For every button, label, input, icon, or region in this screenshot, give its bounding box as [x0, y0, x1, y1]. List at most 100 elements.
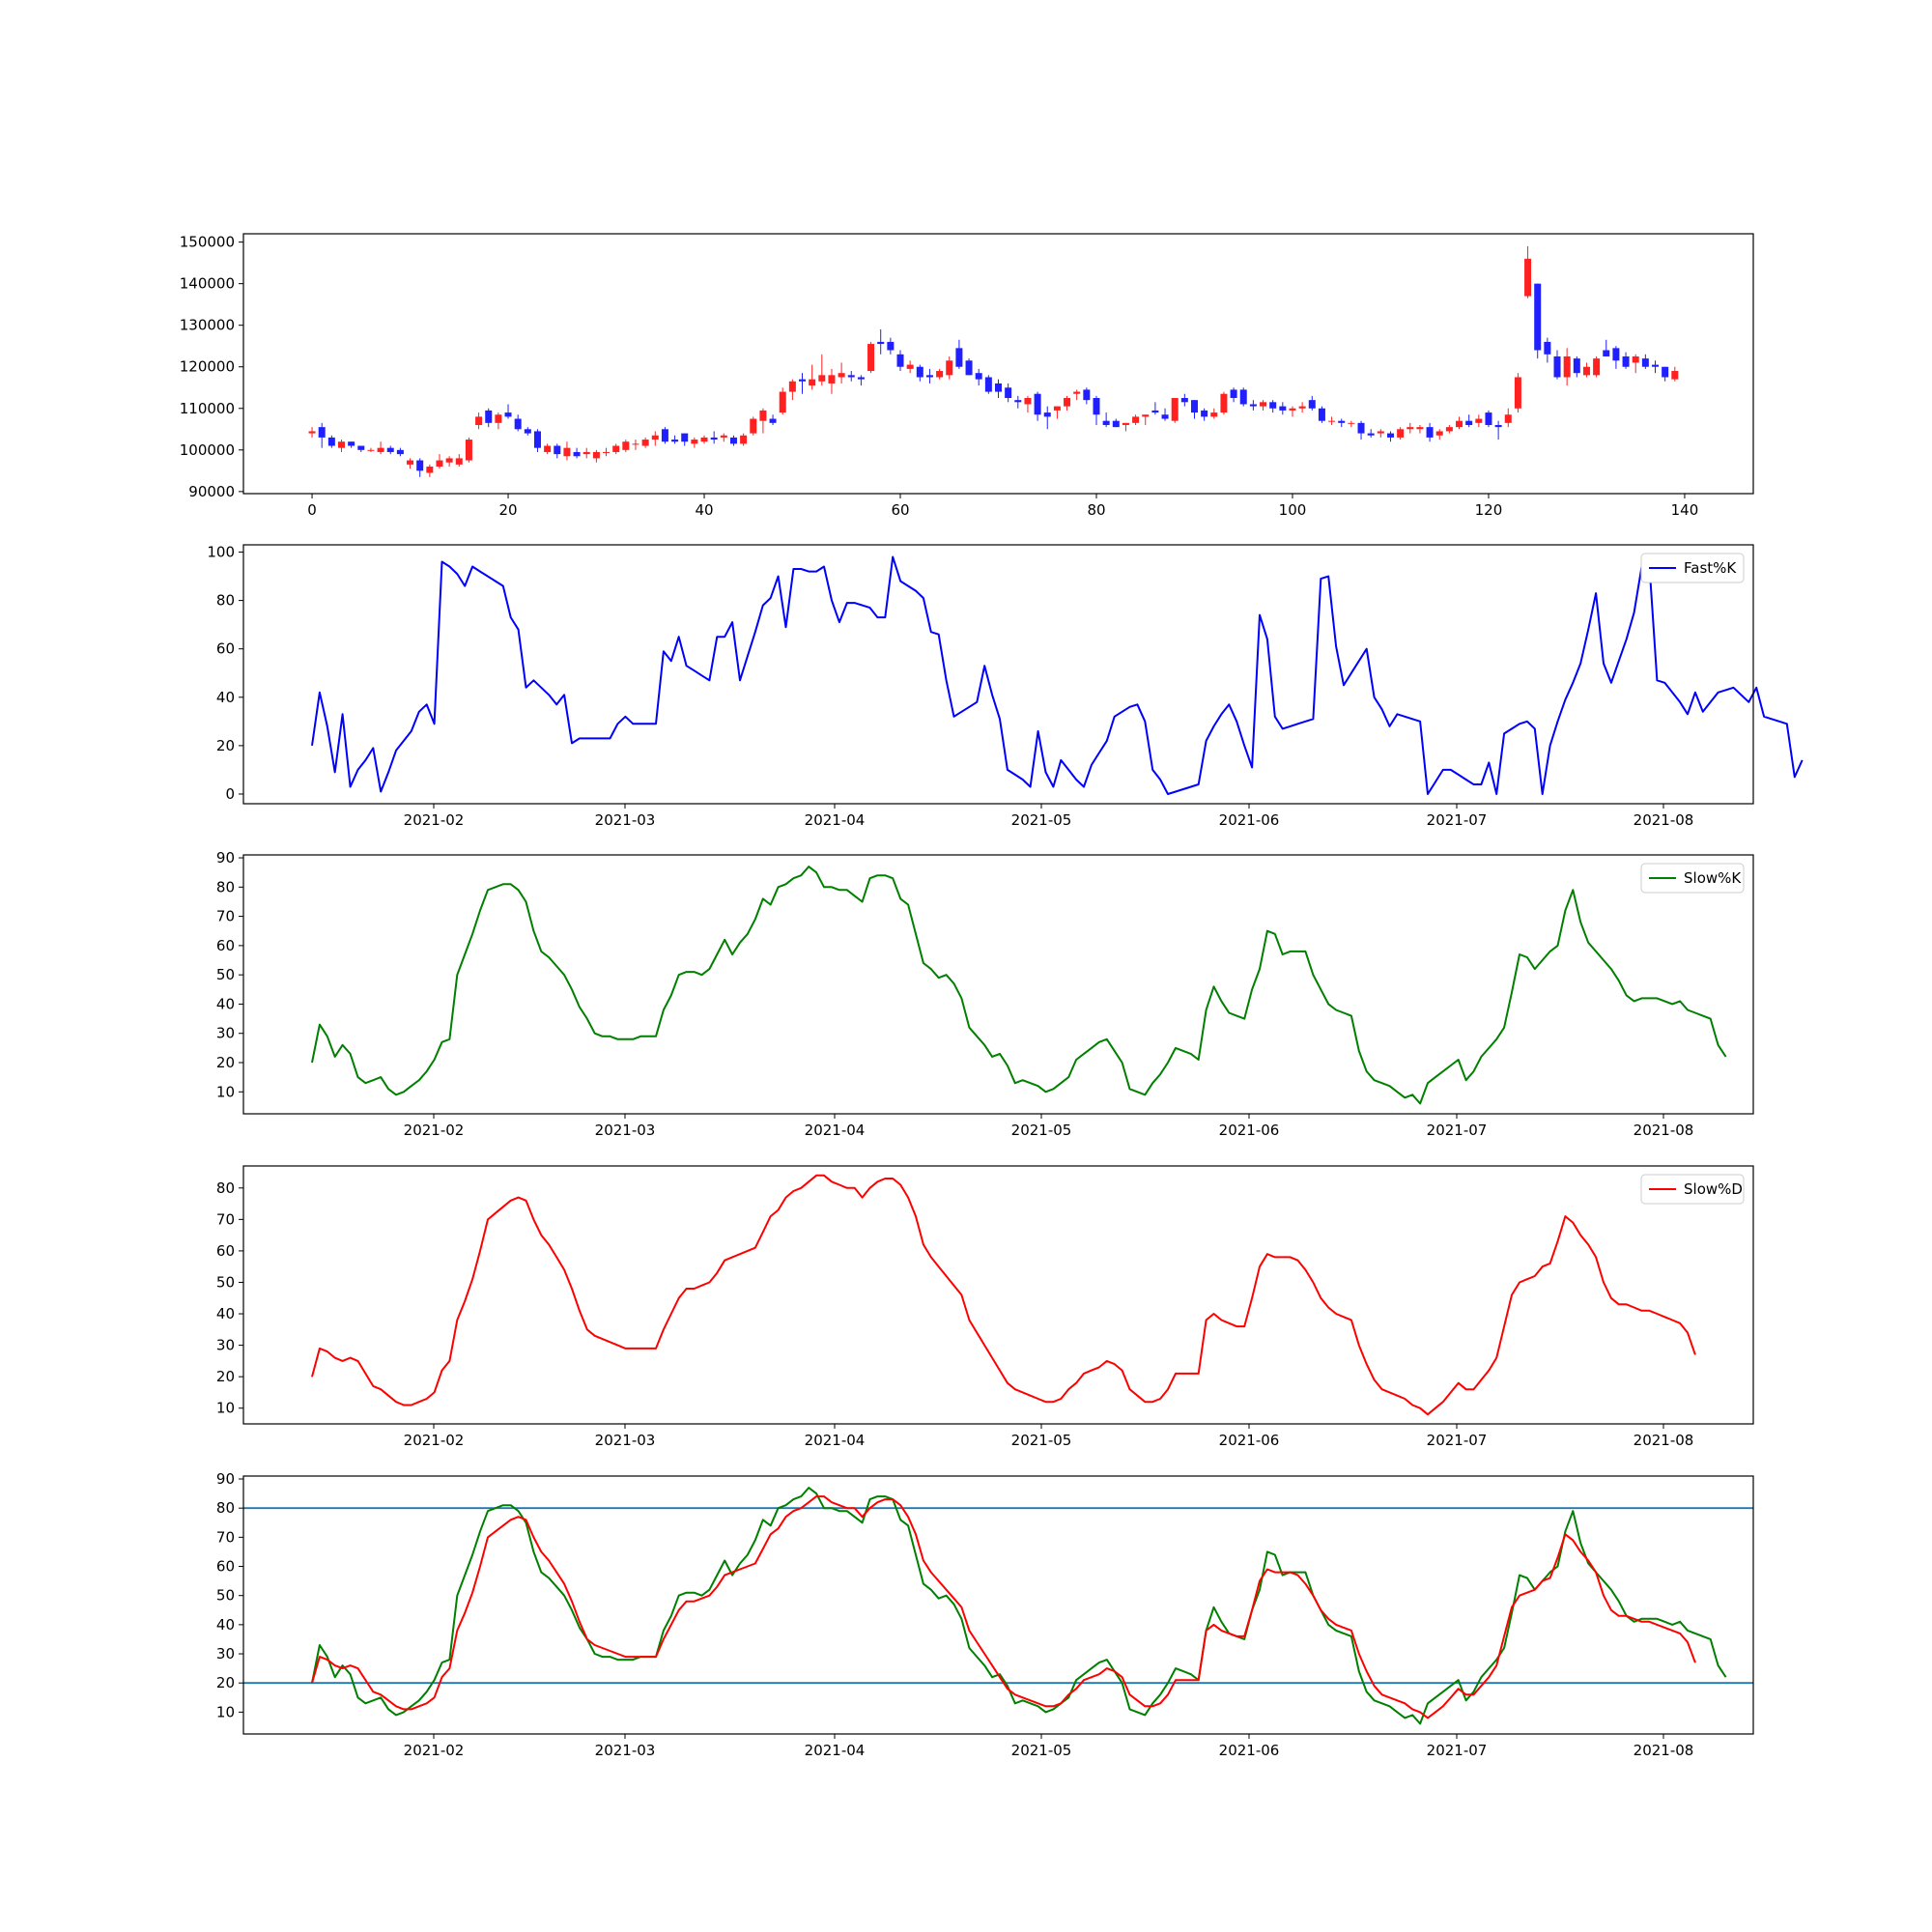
- slow-k-panel: 2021-02 2021-03 2021-04 2021-05 2021-06 2021-…: [216, 849, 1754, 1139]
- candle-body: [661, 429, 668, 442]
- candle-body: [592, 451, 600, 459]
- candle-body: [651, 435, 659, 440]
- candle-body: [936, 371, 944, 378]
- slow-d-panel: 2021-02 2021-03 2021-04 2021-05 2021-06 2021-…: [216, 1165, 1754, 1449]
- candle-body: [759, 410, 767, 421]
- candle-body: [1563, 355, 1571, 378]
- candle-body: [671, 440, 679, 442]
- axes-frame: [242, 544, 1754, 805]
- candle-body: [1014, 400, 1022, 403]
- candle-body: [1544, 341, 1551, 355]
- y-tick-label: 10: [216, 1400, 235, 1417]
- candle-body: [720, 435, 727, 438]
- legend-label: Slow%K: [1684, 869, 1742, 887]
- candle-body: [779, 391, 786, 413]
- y-tick-label: 130000: [180, 317, 235, 334]
- candle-body: [896, 354, 904, 367]
- candle-body: [740, 435, 748, 444]
- x-tick-label: 40: [695, 501, 713, 519]
- y-tick-label: 100000: [180, 441, 235, 459]
- candle-body: [788, 381, 796, 392]
- candle-body: [1269, 402, 1277, 409]
- candle-body: [916, 366, 923, 378]
- candle-body: [1210, 412, 1218, 417]
- candle-body: [1024, 398, 1032, 405]
- x-tick-label: 2021-05: [1011, 1432, 1072, 1449]
- candle-body: [681, 433, 689, 442]
- candle-body: [1475, 418, 1483, 423]
- candle-body: [1553, 355, 1561, 378]
- candle-body: [867, 344, 875, 372]
- y-tick-label: 140000: [180, 275, 235, 293]
- candle-body: [367, 449, 375, 451]
- candle-body: [308, 431, 316, 434]
- y-tick-label: 60: [216, 937, 235, 954]
- candle-body: [1083, 389, 1091, 401]
- candle-body: [563, 447, 571, 457]
- y-tick-label: 50: [216, 966, 235, 983]
- candle-body: [426, 467, 434, 473]
- candle-body: [1064, 398, 1071, 407]
- candle-body: [1514, 377, 1521, 409]
- candle-body: [838, 373, 845, 378]
- candle-body: [396, 449, 404, 455]
- candle-body: [750, 418, 757, 434]
- candle-body: [1377, 431, 1384, 434]
- y-tick-label: 20: [216, 1054, 235, 1071]
- candle-body: [1426, 427, 1434, 438]
- axes-frame: [242, 233, 1754, 495]
- candle-body: [357, 445, 365, 450]
- candle-body: [436, 460, 443, 468]
- candle-body: [1112, 420, 1120, 428]
- y-tick-label: 40: [216, 995, 235, 1012]
- y-tick-label: 30: [216, 1645, 235, 1662]
- candle-body: [1053, 406, 1061, 411]
- candle-body: [1494, 424, 1502, 428]
- candle-body: [769, 418, 777, 423]
- candle-body: [1465, 420, 1473, 425]
- candle-body: [955, 348, 963, 367]
- x-tick-label: 20: [498, 501, 517, 519]
- y-tick-label: 20: [216, 737, 235, 754]
- candle-body: [514, 418, 522, 430]
- candle-body: [1220, 393, 1228, 413]
- candle-body: [809, 379, 816, 386]
- candle-body: [887, 341, 895, 351]
- y-tick-label: 30: [216, 1337, 235, 1354]
- legend-box: [1640, 863, 1745, 894]
- candle-body: [710, 437, 718, 440]
- candle-body: [1435, 431, 1443, 436]
- candle-body: [877, 341, 885, 345]
- x-tick-label: 2021-03: [595, 1432, 656, 1449]
- candle-body: [818, 375, 826, 382]
- y-tick-label: 80: [216, 592, 235, 610]
- x-tick-label: 2021-03: [595, 811, 656, 829]
- x-tick-label: 0: [307, 501, 317, 519]
- candle-body: [1093, 398, 1100, 415]
- candle-body: [1043, 412, 1051, 417]
- candle-body: [524, 429, 531, 434]
- series-line-slow-pct-d: [311, 1495, 1696, 1719]
- x-tick-label: 2021-05: [1011, 1122, 1072, 1139]
- x-tick-label: 2021-07: [1427, 1122, 1488, 1139]
- candle-body: [455, 458, 463, 465]
- candle-body: [1034, 393, 1041, 415]
- y-tick-label: 80: [216, 878, 235, 895]
- legend-label: Fast%K: [1684, 559, 1737, 577]
- candle-body: [348, 441, 355, 446]
- candle-body: [995, 383, 1002, 392]
- candle-body: [1603, 350, 1610, 356]
- candle-body: [641, 440, 649, 446]
- candle-body: [857, 377, 865, 380]
- candle-body: [1260, 402, 1267, 407]
- candle-body: [975, 373, 982, 380]
- x-tick-label: 2021-02: [404, 1122, 465, 1139]
- candle-body: [1151, 410, 1159, 413]
- candle-body: [554, 445, 561, 455]
- candle-body: [1073, 391, 1081, 394]
- y-tick-label: 70: [216, 1528, 235, 1546]
- x-tick-label: 2021-06: [1219, 1742, 1280, 1759]
- y-tick-label: 110000: [180, 400, 235, 417]
